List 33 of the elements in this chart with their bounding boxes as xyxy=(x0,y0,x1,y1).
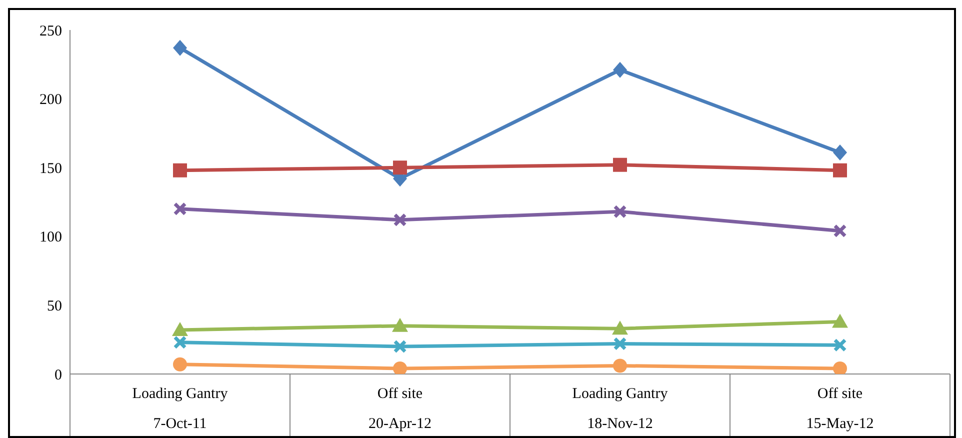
point xyxy=(173,202,187,216)
point xyxy=(613,358,627,373)
point xyxy=(613,204,627,218)
point xyxy=(832,314,848,328)
y-tick-label: 250 xyxy=(40,23,62,40)
point xyxy=(393,160,407,175)
y-tick-label: 150 xyxy=(40,160,62,177)
point xyxy=(613,336,627,350)
point xyxy=(173,336,187,350)
point xyxy=(173,163,187,178)
point xyxy=(393,361,407,374)
y-tick-label: 200 xyxy=(40,92,62,108)
point xyxy=(392,318,408,332)
point xyxy=(833,361,847,374)
point xyxy=(173,40,187,56)
y-tick-label: 50 xyxy=(47,298,62,315)
point xyxy=(613,62,627,78)
point xyxy=(393,340,407,354)
point xyxy=(833,144,847,160)
x-tick-label: Off site 15-May-12 xyxy=(806,386,874,432)
y-tick-label: 0 xyxy=(54,367,62,384)
point xyxy=(393,213,407,227)
point xyxy=(173,357,187,372)
point xyxy=(613,158,627,172)
x-tick-label: Loading Gantry 18-Nov-12 xyxy=(572,386,668,432)
point xyxy=(833,224,847,238)
point xyxy=(833,163,847,178)
point xyxy=(833,338,847,352)
y-tick-label: 100 xyxy=(40,230,62,246)
point xyxy=(172,322,188,336)
point xyxy=(612,320,628,335)
x-tick-label: Off site 20-Apr-12 xyxy=(368,386,432,432)
x-tick-label: Loading Gantry 7-Oct-11 xyxy=(132,386,228,432)
